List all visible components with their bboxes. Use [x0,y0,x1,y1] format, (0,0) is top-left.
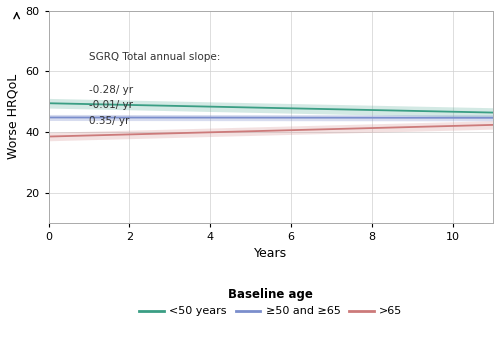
Legend: <50 years, ≥50 and ≥65, >65: <50 years, ≥50 and ≥65, >65 [134,283,407,321]
Text: -0.01/ yr: -0.01/ yr [89,100,133,110]
X-axis label: Years: Years [254,247,288,261]
Text: -0.28/ yr: -0.28/ yr [89,85,133,95]
Y-axis label: Worse HRQoL: Worse HRQoL [7,74,20,160]
Text: 0.35/ yr: 0.35/ yr [89,116,130,127]
Text: SGRQ Total annual slope:: SGRQ Total annual slope: [89,53,220,62]
